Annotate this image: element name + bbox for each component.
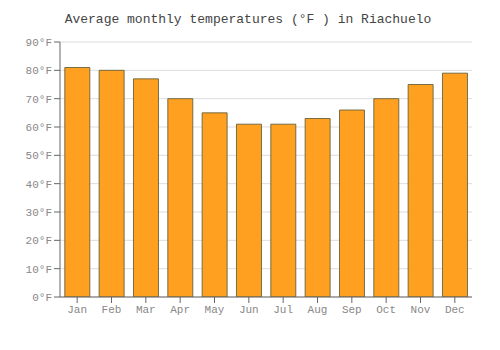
svg-text:0°F: 0°F [32,292,52,304]
svg-text:Apr: Apr [170,304,190,316]
svg-text:Feb: Feb [102,304,122,316]
svg-text:30°F: 30°F [26,207,52,219]
svg-text:Jul: Jul [273,304,293,316]
svg-text:Oct: Oct [376,304,396,316]
svg-text:60°F: 60°F [26,122,52,134]
svg-text:Sep: Sep [342,304,362,316]
svg-text:Dec: Dec [445,304,465,316]
svg-text:50°F: 50°F [26,150,52,162]
svg-text:May: May [205,304,225,316]
html-text:Average monthly temperatures (: Average monthly temperatures (°F ) in Ri… [64,12,432,27]
svg-text:Mar: Mar [136,304,156,316]
svg-text:70°F: 70°F [26,94,52,106]
svg-text:90°F: 90°F [26,37,52,49]
svg-text:80°F: 80°F [26,65,52,77]
svg-text:Nov: Nov [411,304,431,316]
svg-text:Jun: Jun [239,304,259,316]
svg-text:40°F: 40°F [26,179,52,191]
svg-text:10°F: 10°F [26,264,52,276]
svg-text:Aug: Aug [308,304,328,316]
svg-text:Jan: Jan [67,304,87,316]
svg-text:20°F: 20°F [26,235,52,247]
